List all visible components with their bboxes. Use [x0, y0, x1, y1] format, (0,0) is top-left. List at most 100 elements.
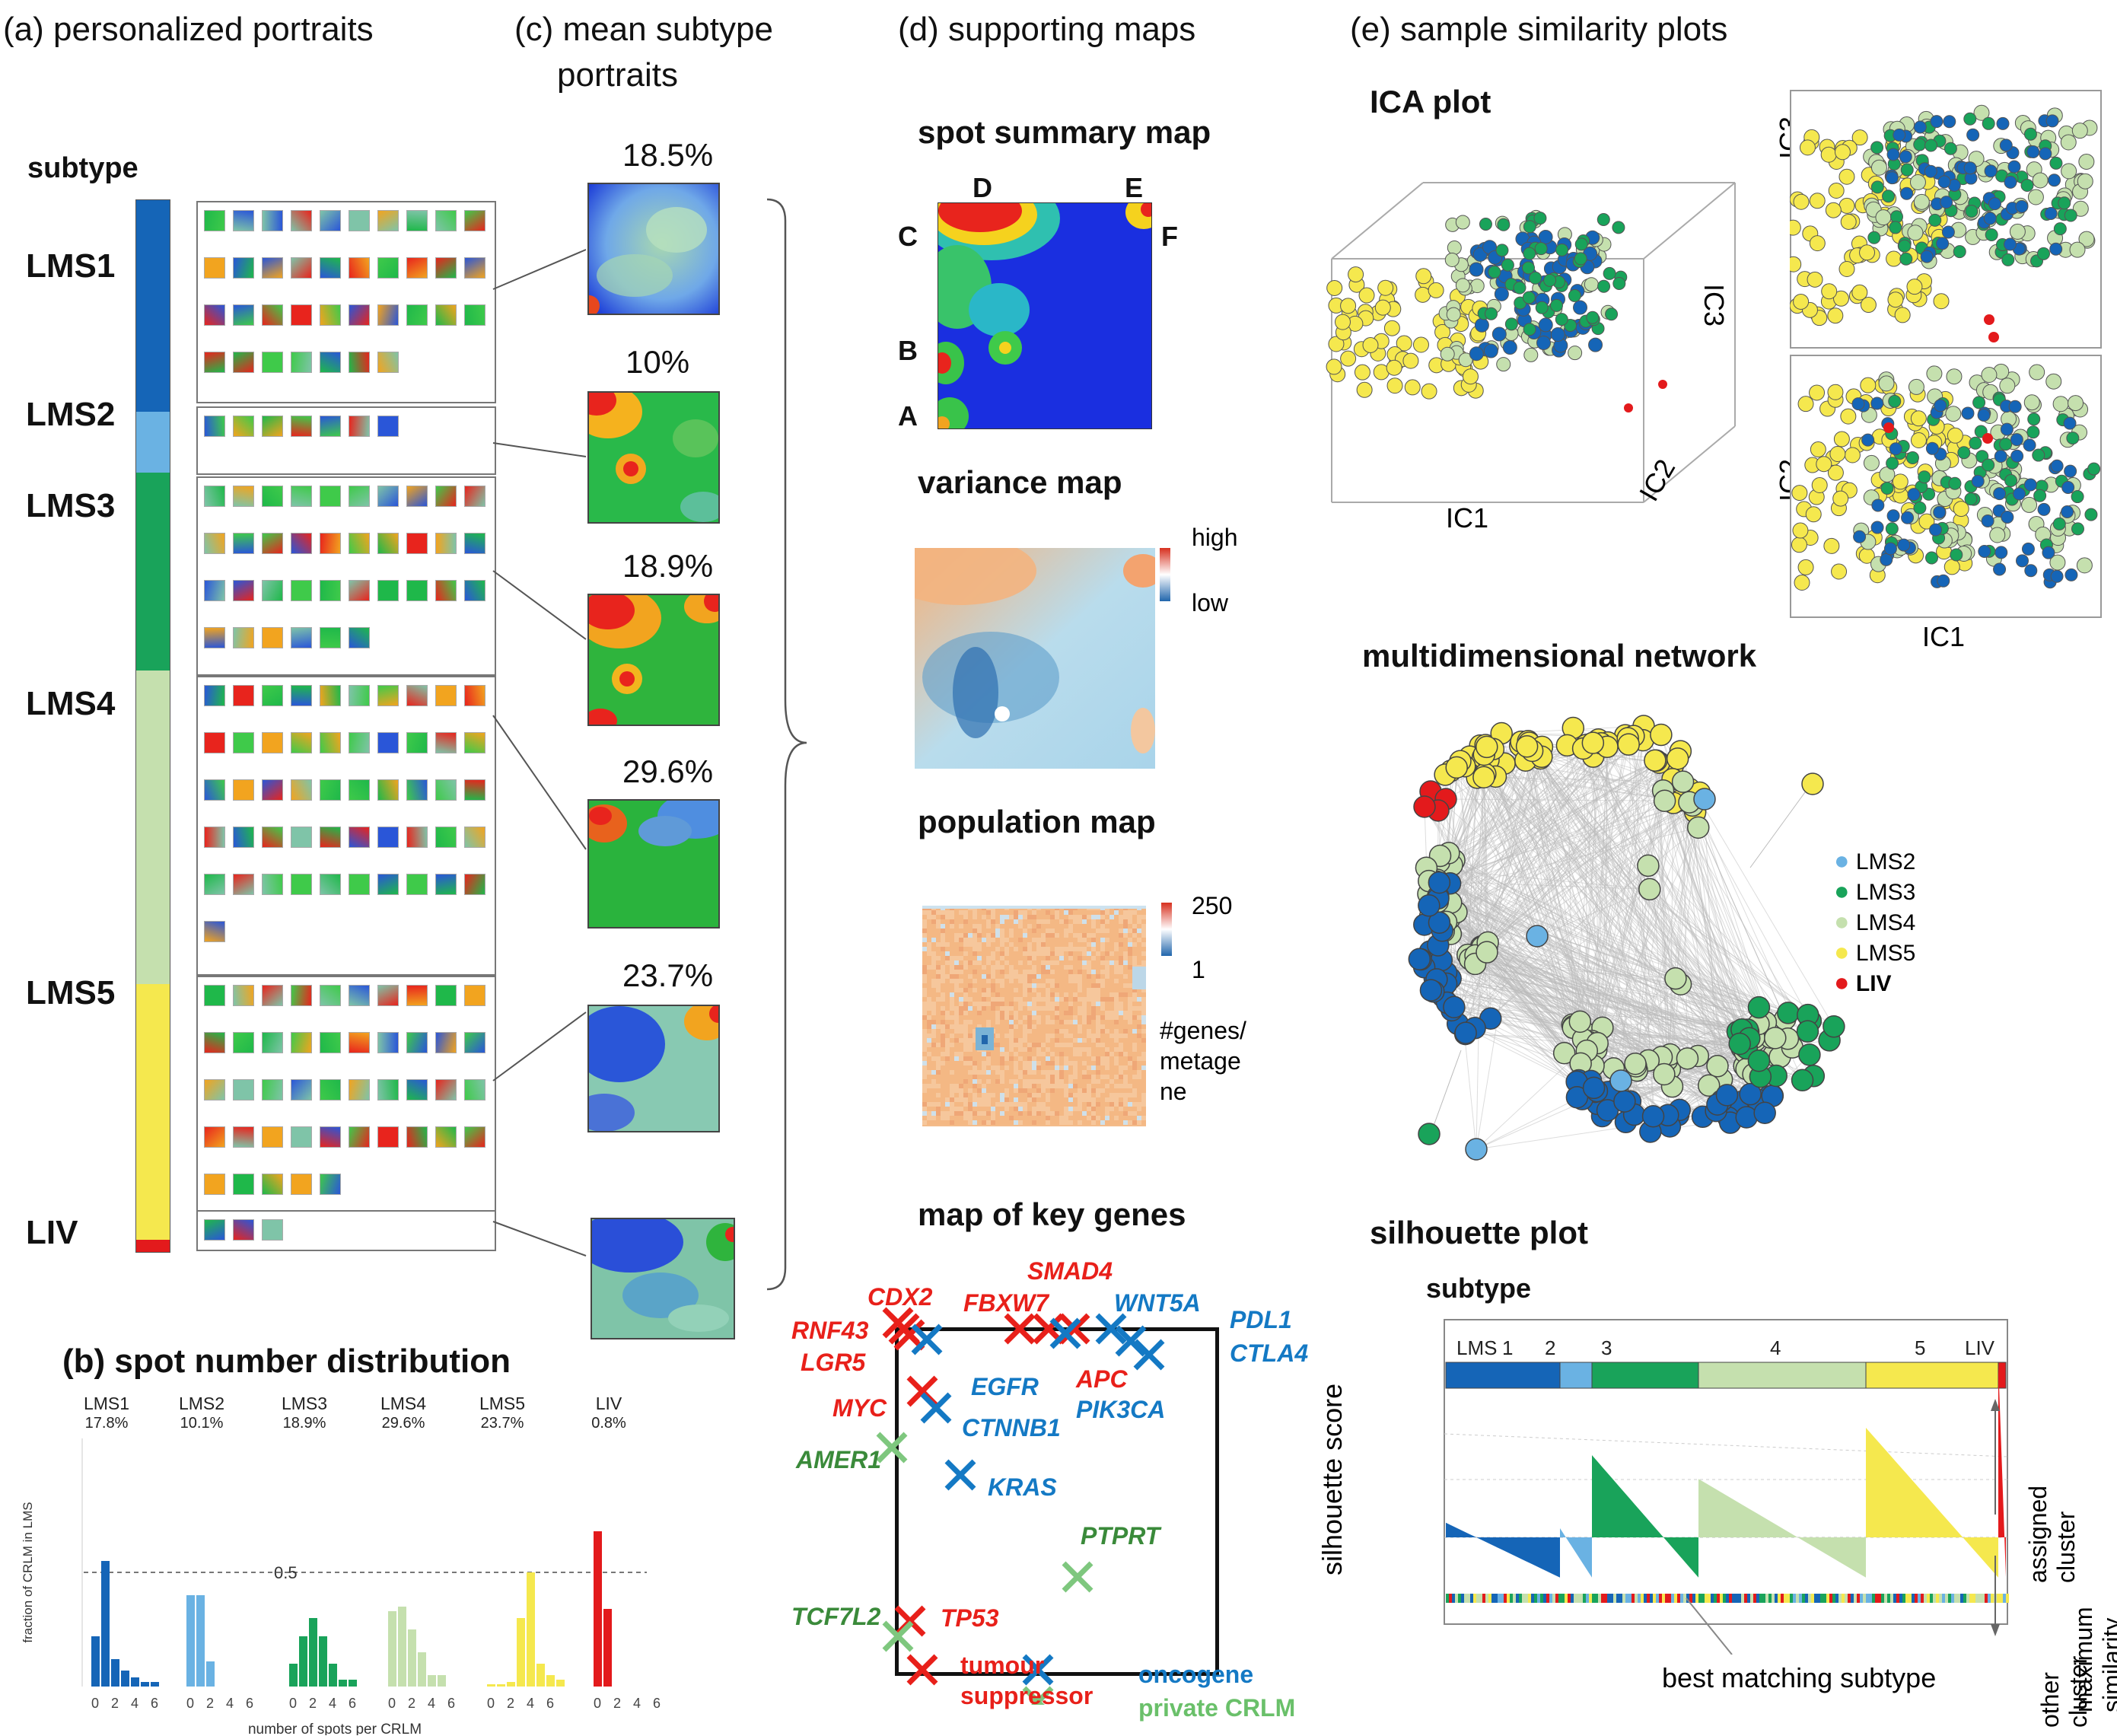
best-match-strip [1802, 1594, 1805, 1603]
portrait-thumbnail [262, 1174, 283, 1195]
population-title: population map [918, 804, 1156, 839]
best-match-strip [1610, 1594, 1613, 1603]
sample-point [1832, 490, 1849, 507]
portrait-thumbnail [377, 1079, 399, 1101]
portrait-thumbnail [406, 257, 428, 279]
ica-title: ICA plot [1370, 84, 1491, 119]
gene-ptprt: PTPRT [1081, 1522, 1160, 1550]
network-node [1823, 1015, 1845, 1038]
best-match-strip [1501, 1594, 1504, 1603]
bar [196, 1595, 205, 1687]
best-match-strip [1586, 1594, 1589, 1603]
portrait-thumbnail [291, 580, 312, 601]
portrait-thumbnail [349, 685, 370, 706]
silhouette-subtype: subtype [1426, 1273, 1532, 1304]
sample-point [1937, 574, 1950, 588]
sample-point [2060, 134, 2077, 151]
network-node [1428, 871, 1451, 894]
best-match-strip [1975, 1594, 1979, 1603]
best-match-strip [1768, 1594, 1772, 1603]
network-node [1664, 967, 1687, 990]
network-node [1798, 1043, 1821, 1066]
network-node [1777, 1002, 1800, 1024]
ica-ic1-ic2-plot [1790, 355, 2102, 618]
ica-ic3-label: IC3 [1698, 283, 1730, 327]
sample-point [1469, 262, 1484, 277]
best-match-strip [1732, 1594, 1735, 1603]
sample-point [1882, 190, 1896, 203]
sample-point [1892, 473, 1908, 490]
best-match-strip [2000, 1594, 2003, 1603]
best-match-strip [1902, 1594, 1905, 1603]
sample-point [1982, 116, 1995, 130]
portrait-thumbnail [435, 257, 457, 279]
x-tick-label: 4 [633, 1696, 641, 1711]
sample-point [1328, 336, 1345, 352]
sample-point [1809, 384, 1826, 401]
sample-point [1348, 266, 1364, 283]
sample-point [2001, 253, 2015, 266]
network-node [1637, 854, 1660, 878]
sample-point [1859, 244, 1876, 261]
best-match-strip [1616, 1594, 1619, 1603]
best-match-strip [1583, 1594, 1586, 1603]
key-genes-markers [876, 1307, 1165, 1705]
sample-point [1825, 202, 1842, 218]
best-match-strip [1549, 1594, 1552, 1603]
sample-point [1832, 290, 1849, 307]
best-match-strip [1775, 1594, 1778, 1603]
network-node [1693, 788, 1716, 811]
portrait-thumbnail [204, 779, 225, 801]
sample-point [1624, 403, 1633, 412]
best-match-strip [1632, 1594, 1635, 1603]
sample-point [1984, 164, 1998, 178]
bar [91, 1636, 100, 1687]
group-percent: 23.7% [481, 1415, 524, 1432]
sample-point [1496, 357, 1511, 372]
best-match-strip [1741, 1594, 1744, 1603]
sample-point [1340, 350, 1357, 367]
portrait-thumbnail [464, 985, 485, 1006]
sample-point [2015, 554, 2029, 568]
best-match-strip [1805, 1594, 1808, 1603]
best-match-strip [1884, 1594, 1887, 1603]
sample-point [1999, 139, 2013, 152]
portrait-thumbnail [464, 257, 485, 279]
best-match-strip [1982, 1594, 1985, 1603]
group-name: LMS3 [282, 1394, 327, 1413]
portrait-thumbnail [233, 874, 254, 895]
sample-point [1965, 205, 1979, 218]
portrait-thumbnail [320, 985, 341, 1006]
best-match-strip [1838, 1594, 1842, 1603]
portrait-panel-lms5 [196, 976, 496, 1212]
portrait-thumbnail [435, 486, 457, 507]
best-match-strip [1960, 1594, 1963, 1603]
sample-point [2042, 546, 2055, 559]
best-match-strip [1717, 1594, 1720, 1603]
best-match-strip [1772, 1594, 1775, 1603]
network-node [1418, 1123, 1441, 1145]
portrait-thumbnail [349, 985, 370, 1006]
sample-point [1870, 141, 1884, 154]
sample-point [1853, 530, 1867, 543]
best-match-strip [1738, 1594, 1741, 1603]
best-match-strip [1936, 1594, 1939, 1603]
x-tick-label: 4 [527, 1696, 534, 1711]
network-node [1747, 995, 1771, 1019]
bar [206, 1661, 215, 1687]
portrait-thumbnail [262, 533, 283, 554]
sample-point [1972, 396, 1986, 409]
percent-lms3: 18.9% [622, 548, 714, 584]
sample-point [1978, 545, 1991, 559]
portrait-thumbnail [349, 1126, 370, 1148]
sample-point [1495, 244, 1509, 257]
legend-lms4: LMS4 [1855, 910, 1916, 935]
network-node [1687, 816, 1710, 839]
portrait-thumbnail [406, 827, 428, 848]
y-axis-label: fraction of CRLM in LMS [21, 1502, 35, 1642]
population-map [922, 906, 1146, 1126]
assigned-cluster-label: assigned cluster [2024, 1485, 2080, 1583]
network-node [1445, 756, 1468, 779]
sample-point [2029, 364, 2045, 381]
ica-3d-plot [1326, 182, 1736, 503]
